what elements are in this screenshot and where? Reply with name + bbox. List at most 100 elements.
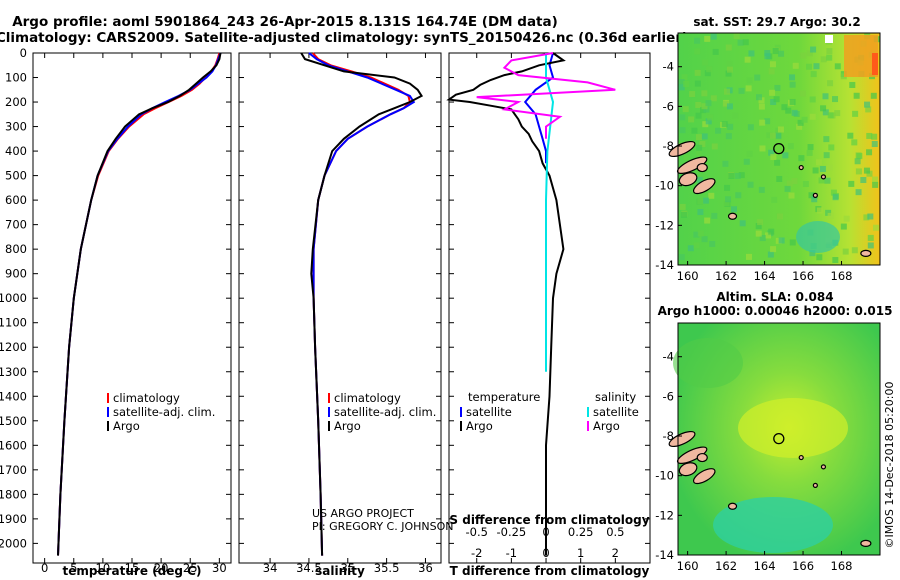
map-xtick-label: 168 [831,269,853,283]
island-shape [798,454,804,461]
sst-map-pixel [710,95,717,102]
diff-xtick-label: 2 [612,546,619,560]
sst-map-pixel [755,223,762,230]
sst-map-pixel [784,185,791,192]
sst-map-pixel [867,213,874,220]
island-shape [678,172,698,187]
sst-map-pixel [827,112,834,119]
sst-map-pixel [860,177,867,184]
sst-map-pixel [758,97,765,104]
sst-map-pixel [756,94,763,101]
sal-frame [238,52,442,564]
island-shape [820,174,827,180]
sst-map-pixel [747,181,754,188]
temp-ytick-label: 400 [5,144,27,158]
sal-xtick-label: 36 [418,561,433,575]
sst-map-pixel [863,214,870,221]
sst-map-pixel [799,90,806,97]
sst-map-pixel [781,104,788,111]
sst-map-pixel [703,106,710,113]
sst-map-pixel [723,88,730,95]
island-shape [696,162,708,173]
temp-ytick-label: 1600 [0,438,27,452]
credit-pi: PI: GREGORY C. JOHNSON [312,520,453,533]
temp-ytick-label: 900 [5,267,27,281]
sst-map-pixel [689,91,696,98]
diff-line-t-satellite [523,52,555,164]
sst-map-pixel [777,126,784,133]
diff-xlabel: T difference from climatology [450,564,650,578]
map-ytick-label: -4 [663,350,674,364]
diff-stick-label: -0.5 [465,525,487,539]
sal-legend-label: climatology [334,391,401,405]
sst-map-pixel [679,114,686,121]
sst-map-pixel [688,116,695,123]
sst-map-pixel [704,70,711,77]
sst-map-pixel [773,96,780,103]
sst-map-pixel [693,231,700,238]
sst-hot-patch [872,53,878,75]
sst-map-pixel [788,192,795,199]
temp-ytick-label: 1000 [0,291,27,305]
sal-xtick-label: 35 [340,561,355,575]
island-shape [727,502,738,510]
sst-map-pixel [830,189,837,196]
sst-map-pixel [758,103,765,110]
sst-map-pixel [725,70,732,77]
sst-map-pixel [696,176,703,183]
temp-line-satellite-adj--clim- [57,52,222,556]
sst-map-pixel [771,196,778,203]
sst-map-pixel [798,155,805,162]
sst-map-pixel [738,172,745,179]
sal-line-argo [300,52,424,556]
sst-map-pixel [687,245,694,252]
sst-map-title: sat. SST: 29.7 Argo: 30.2 [693,15,860,29]
temp-ytick-label: 1900 [0,512,27,526]
sst-map-pixel [865,106,872,113]
sst-map-pixel [789,81,796,88]
sst-map-pixel [820,56,827,63]
diff-s-legend-label: Argo [593,419,620,433]
sst-map-pixel [800,52,807,59]
sst-map-pixel [802,181,809,188]
sst-map-pixel [705,100,712,107]
map-ytick-label: -12 [655,508,674,522]
sst-map-pixel [789,74,796,81]
sst-map-pixel [702,197,709,204]
sst-map-pixel [746,77,753,84]
island-shape [678,462,698,477]
sst-map-pixel [823,152,830,159]
sal-xlabel: salinity [315,564,365,578]
sst-map-pixel [815,159,822,166]
sst-map-pixel [768,228,775,235]
argo-float-marker [773,142,785,155]
sst-map-pixel [725,196,732,203]
sst-map-pixel [797,119,804,126]
sst-map-pixel [789,239,796,246]
sst-map-pixel [852,110,859,117]
island-shape [798,164,804,171]
sst-map-pixel [742,39,749,46]
sst-map-pixel [872,181,879,188]
sst-map-pixel [832,257,839,264]
sst-map-pixel [678,79,685,86]
sst-map-pixel [748,50,755,57]
temp-ytick-label: 100 [5,71,27,85]
sst-map-pixel [728,173,735,180]
sst-map-pixel [744,56,751,63]
sst-map-pixel [774,159,781,166]
map-ytick-label: -10 [655,179,674,193]
sla-map-title: Altim. SLA: 0.084 [716,290,833,304]
sst-map-pixel [715,127,722,134]
diff-legend-temp-title: temperature [468,390,540,404]
map-xtick-label: 160 [677,269,699,283]
sst-map-pixel [694,69,701,76]
sst-map-pixel [776,175,783,182]
sal-legend-label: Argo [334,419,361,433]
argo-float-marker [773,432,785,445]
temp-ytick-label: 1300 [0,365,27,379]
map-ytick-label: -6 [663,99,674,113]
sst-map-pixel [681,74,688,81]
temp-xtick-label: 30 [212,561,227,575]
sst-map-pixel [808,192,815,199]
